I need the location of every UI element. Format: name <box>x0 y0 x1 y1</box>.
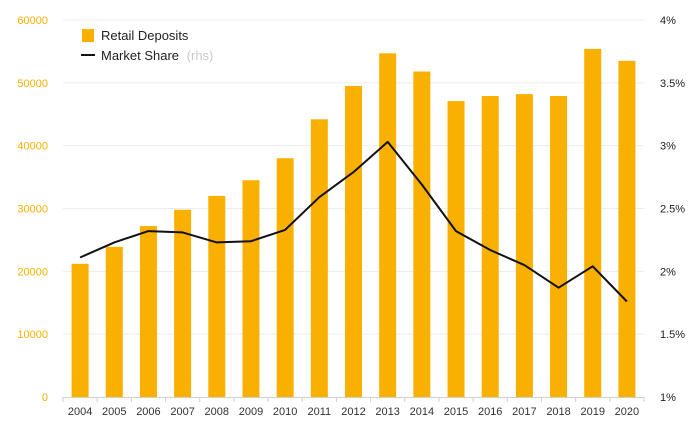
left-tick-label: 40000 <box>17 141 48 153</box>
bar-series-retail-deposits <box>71 48 636 398</box>
left-tick-label: 50000 <box>17 78 48 90</box>
left-tick-label: 0 <box>42 392 48 404</box>
line-series-market-share <box>79 140 628 303</box>
left-y-axis: 0 10000 20000 30000 40000 50000 60000 <box>17 15 48 404</box>
legend-label-market-share: Market Share (rhs) <box>101 48 213 63</box>
bar-2005 <box>105 246 123 397</box>
bar-2004 <box>71 263 89 397</box>
left-tick-label: 60000 <box>17 15 48 27</box>
right-tick-label: 1% <box>660 392 676 404</box>
x-tick-label-2004: 2004 <box>68 406 92 418</box>
legend-label-market-share-suffix: (rhs) <box>187 48 214 63</box>
bar-2015 <box>447 101 465 398</box>
x-tick-label-2015: 2015 <box>444 406 468 418</box>
x-tick-label-2012: 2012 <box>341 406 365 418</box>
legend-swatch-retail-deposits <box>82 29 94 42</box>
legend-label-market-share-name: Market Share <box>101 48 179 63</box>
bar-2009 <box>242 180 260 397</box>
legend-label-retail-deposits: Retail Deposits <box>101 28 189 43</box>
bar-2006 <box>139 226 157 397</box>
x-axis: 2004 2005 2006 2007 2008 2009 2010 2011 2012 2013… <box>62 397 645 418</box>
right-tick-label: 2% <box>660 266 676 278</box>
left-tick-label: 10000 <box>17 329 48 341</box>
left-tick-label: 30000 <box>17 204 48 216</box>
x-tick-label-2017: 2017 <box>512 406 536 418</box>
x-tick-label-2016: 2016 <box>478 406 502 418</box>
right-y-axis: 1% 1.5% 2% 2.5% 3% 3.5% 4% <box>660 15 685 404</box>
x-tick-label-2009: 2009 <box>239 406 263 418</box>
right-tick-label: 3% <box>660 141 676 153</box>
x-tick-label-2013: 2013 <box>375 406 399 418</box>
right-tick-label: 4% <box>660 15 676 27</box>
bar-2017 <box>515 94 533 397</box>
right-tick-label: 2.5% <box>660 204 685 216</box>
bar-2011 <box>310 119 328 397</box>
bar-2012 <box>345 85 362 397</box>
x-tick-label-2014: 2014 <box>410 406 434 418</box>
bar-2019 <box>584 48 602 398</box>
x-tick-label-2007: 2007 <box>170 406 194 418</box>
bar-2013 <box>379 53 397 397</box>
market-share-line <box>79 140 628 303</box>
right-tick-label: 1.5% <box>660 329 685 341</box>
right-tick-label: 3.5% <box>660 78 685 90</box>
left-tick-label: 20000 <box>17 266 48 278</box>
x-tick-label-2020: 2020 <box>615 406 639 418</box>
legend: Retail Deposits Market Share (rhs) <box>81 28 213 63</box>
x-tick-label-2005: 2005 <box>102 406 126 418</box>
bar-2008 <box>208 195 226 397</box>
x-tick-label-2018: 2018 <box>546 406 570 418</box>
bar-2007 <box>174 209 192 397</box>
bar-2014 <box>413 71 431 398</box>
x-tick-label-2011: 2011 <box>307 406 331 418</box>
x-tick-label-2010: 2010 <box>273 406 297 418</box>
bar-2010 <box>276 158 294 397</box>
bar-2020 <box>618 60 636 397</box>
x-tick-label-2019: 2019 <box>580 406 604 418</box>
x-tick-label-2008: 2008 <box>205 406 229 418</box>
bar-2018 <box>550 96 568 398</box>
bar-2016 <box>481 96 499 398</box>
x-tick-label-2006: 2006 <box>136 406 160 418</box>
